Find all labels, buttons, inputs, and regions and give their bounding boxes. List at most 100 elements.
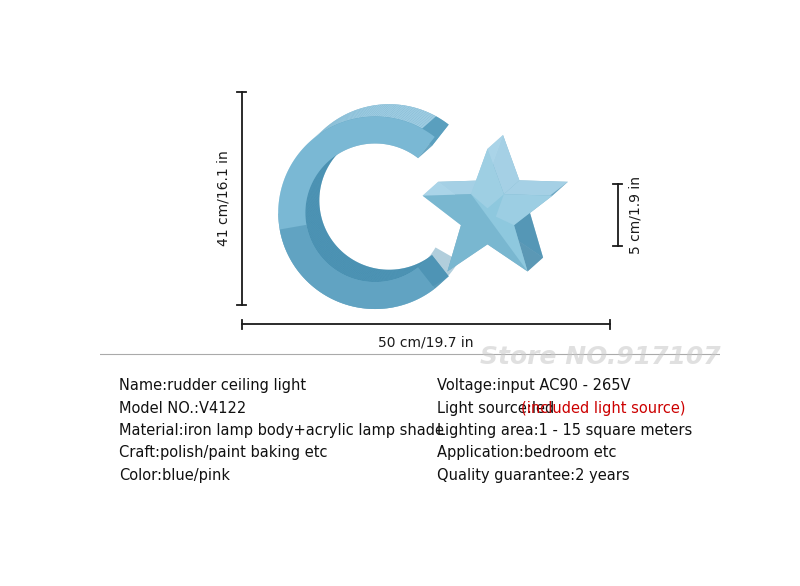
Polygon shape bbox=[373, 270, 388, 282]
Polygon shape bbox=[431, 122, 447, 135]
Polygon shape bbox=[334, 256, 349, 270]
Polygon shape bbox=[334, 113, 350, 125]
Polygon shape bbox=[514, 182, 568, 225]
Polygon shape bbox=[327, 149, 342, 162]
Polygon shape bbox=[344, 108, 360, 121]
Polygon shape bbox=[368, 131, 384, 144]
Polygon shape bbox=[310, 172, 326, 186]
Polygon shape bbox=[413, 142, 428, 155]
Polygon shape bbox=[417, 145, 432, 158]
Polygon shape bbox=[402, 292, 418, 305]
Polygon shape bbox=[325, 282, 340, 296]
Polygon shape bbox=[278, 199, 292, 214]
Polygon shape bbox=[342, 291, 358, 304]
Polygon shape bbox=[321, 280, 337, 294]
Polygon shape bbox=[306, 198, 319, 212]
Polygon shape bbox=[363, 105, 379, 117]
Polygon shape bbox=[313, 231, 327, 245]
Polygon shape bbox=[278, 206, 293, 220]
Polygon shape bbox=[353, 107, 369, 119]
Polygon shape bbox=[381, 131, 396, 144]
Polygon shape bbox=[306, 209, 320, 223]
Polygon shape bbox=[390, 295, 406, 308]
Polygon shape bbox=[310, 226, 325, 239]
Polygon shape bbox=[418, 125, 449, 158]
Polygon shape bbox=[348, 293, 365, 306]
Polygon shape bbox=[314, 234, 329, 248]
Polygon shape bbox=[282, 229, 298, 244]
Polygon shape bbox=[314, 275, 330, 289]
Polygon shape bbox=[330, 253, 345, 267]
Polygon shape bbox=[370, 270, 386, 282]
Polygon shape bbox=[310, 127, 326, 141]
Polygon shape bbox=[321, 120, 337, 133]
Polygon shape bbox=[278, 190, 293, 205]
Polygon shape bbox=[308, 218, 322, 232]
Polygon shape bbox=[312, 274, 328, 287]
Polygon shape bbox=[374, 131, 390, 144]
Polygon shape bbox=[280, 225, 459, 309]
Polygon shape bbox=[309, 223, 323, 236]
Polygon shape bbox=[359, 295, 375, 308]
Polygon shape bbox=[405, 138, 420, 151]
Text: 41 cm/16.1 in: 41 cm/16.1 in bbox=[217, 151, 231, 246]
Polygon shape bbox=[343, 262, 358, 275]
Polygon shape bbox=[386, 269, 401, 281]
Polygon shape bbox=[278, 197, 292, 212]
Polygon shape bbox=[346, 137, 361, 150]
Polygon shape bbox=[316, 163, 330, 176]
Polygon shape bbox=[351, 135, 367, 148]
Polygon shape bbox=[314, 167, 328, 180]
Polygon shape bbox=[346, 263, 361, 276]
Polygon shape bbox=[385, 105, 401, 117]
Polygon shape bbox=[314, 124, 330, 138]
Polygon shape bbox=[306, 195, 319, 209]
Text: Name:rudder ceiling light: Name:rudder ceiling light bbox=[119, 379, 306, 393]
Polygon shape bbox=[379, 131, 394, 144]
Polygon shape bbox=[334, 144, 349, 157]
Polygon shape bbox=[281, 221, 295, 235]
Polygon shape bbox=[409, 140, 424, 153]
Polygon shape bbox=[399, 265, 414, 278]
Polygon shape bbox=[285, 163, 299, 178]
Polygon shape bbox=[447, 230, 503, 271]
Polygon shape bbox=[384, 269, 399, 281]
Polygon shape bbox=[394, 267, 410, 280]
Text: 5 cm/1.9 in: 5 cm/1.9 in bbox=[629, 176, 642, 254]
Polygon shape bbox=[412, 141, 427, 155]
Polygon shape bbox=[281, 223, 295, 237]
Polygon shape bbox=[391, 133, 407, 146]
Polygon shape bbox=[329, 252, 344, 265]
Polygon shape bbox=[323, 153, 338, 166]
Polygon shape bbox=[281, 178, 295, 192]
Polygon shape bbox=[342, 139, 357, 152]
Polygon shape bbox=[396, 266, 411, 279]
Polygon shape bbox=[405, 263, 420, 275]
Polygon shape bbox=[404, 108, 420, 122]
Polygon shape bbox=[316, 237, 330, 250]
Polygon shape bbox=[391, 105, 407, 118]
Polygon shape bbox=[326, 284, 342, 297]
Polygon shape bbox=[318, 278, 333, 291]
Polygon shape bbox=[390, 105, 406, 118]
Polygon shape bbox=[354, 134, 370, 146]
Polygon shape bbox=[315, 236, 330, 249]
Polygon shape bbox=[383, 104, 399, 117]
Polygon shape bbox=[330, 146, 345, 160]
Polygon shape bbox=[280, 219, 294, 233]
Polygon shape bbox=[290, 247, 306, 261]
Polygon shape bbox=[319, 242, 334, 255]
Polygon shape bbox=[332, 113, 348, 127]
Polygon shape bbox=[387, 296, 403, 308]
Polygon shape bbox=[366, 269, 382, 282]
Polygon shape bbox=[407, 261, 423, 274]
Polygon shape bbox=[343, 138, 358, 151]
Polygon shape bbox=[471, 149, 504, 208]
Polygon shape bbox=[354, 106, 370, 119]
Polygon shape bbox=[311, 229, 326, 242]
Polygon shape bbox=[359, 105, 375, 118]
Polygon shape bbox=[325, 117, 340, 131]
Polygon shape bbox=[307, 183, 322, 196]
Polygon shape bbox=[390, 133, 406, 145]
Polygon shape bbox=[306, 196, 319, 210]
